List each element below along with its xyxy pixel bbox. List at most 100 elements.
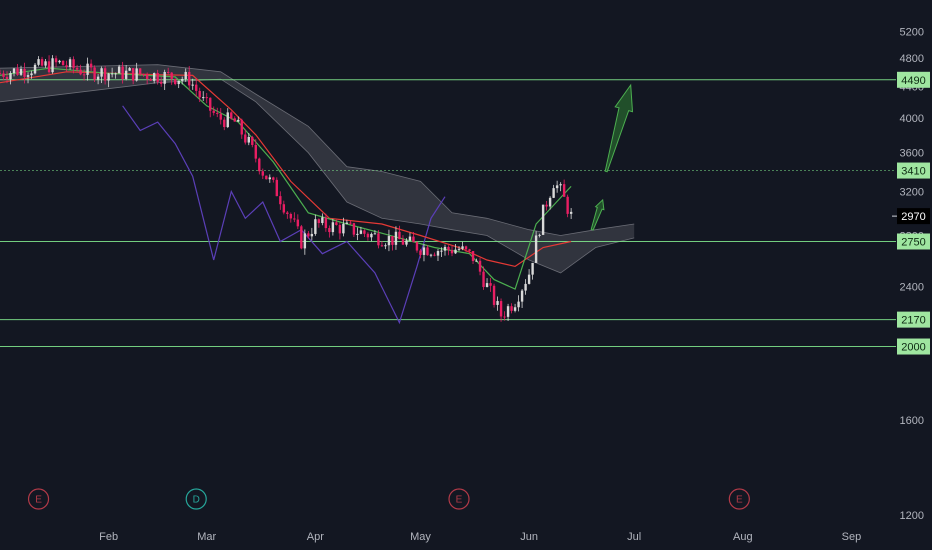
candle <box>331 218 335 236</box>
base-line <box>0 71 572 268</box>
candle <box>524 279 527 295</box>
candle <box>188 66 191 90</box>
candle <box>496 296 499 311</box>
candle <box>152 72 156 84</box>
candle <box>212 106 215 116</box>
earnings-marker[interactable]: E <box>27 488 50 510</box>
candle <box>261 168 264 180</box>
x-tick-label: Jul <box>627 531 641 543</box>
earnings-marker[interactable]: E <box>728 488 750 510</box>
last-price-tag[interactable]: 2970 <box>892 208 930 225</box>
x-tick-label: Sep <box>842 531 862 543</box>
y-tick-label: 4800 <box>900 53 924 65</box>
candle <box>363 229 366 238</box>
candle <box>93 65 96 83</box>
candle <box>408 232 412 242</box>
candle <box>138 68 142 76</box>
candle <box>324 213 328 232</box>
candle <box>527 269 531 285</box>
level-tag[interactable]: 2170 <box>897 311 930 328</box>
candle <box>163 69 166 91</box>
x-tick-label: Mar <box>197 531 216 543</box>
candle <box>478 257 482 276</box>
y-tick-label: 5200 <box>900 26 924 38</box>
candle <box>436 248 440 262</box>
candle <box>293 212 296 223</box>
candle <box>58 59 61 64</box>
candle <box>79 64 82 76</box>
candle <box>247 133 250 146</box>
candle <box>307 231 310 239</box>
candle <box>471 251 475 265</box>
candle <box>107 72 110 88</box>
candle <box>145 72 149 85</box>
candle <box>12 67 16 77</box>
candle <box>272 176 275 183</box>
candle <box>328 225 331 238</box>
level-tag-label: 4490 <box>901 75 925 87</box>
projection-arrow[interactable] <box>604 83 634 173</box>
level-tag[interactable]: 3410 <box>897 162 930 179</box>
cloud-lower-edge <box>0 78 635 274</box>
candle <box>405 238 408 247</box>
candle <box>16 64 19 76</box>
level-tag[interactable]: 2750 <box>897 233 930 250</box>
candle <box>177 80 180 89</box>
y-tick-label: 1200 <box>900 510 924 522</box>
candle <box>23 62 26 84</box>
candle <box>233 116 236 122</box>
candle <box>499 298 503 322</box>
y-tick-label: 2400 <box>900 281 924 293</box>
candle <box>489 277 492 292</box>
candle <box>279 191 282 210</box>
candle <box>534 231 538 263</box>
dividend-marker[interactable]: D <box>185 488 207 510</box>
candle <box>170 72 173 85</box>
candle <box>356 227 359 241</box>
candle <box>72 56 75 74</box>
candle <box>86 57 89 81</box>
candle <box>205 92 208 104</box>
candle <box>282 200 286 215</box>
candle <box>275 177 279 197</box>
candle <box>461 241 464 251</box>
time-axis[interactable]: Feb Mar Apr May Jun Jul Aug Sep <box>0 522 896 550</box>
level-tag[interactable]: 2000 <box>897 338 930 355</box>
candle <box>545 200 548 211</box>
candle <box>114 72 117 79</box>
price-candles <box>0 55 573 322</box>
axis-background <box>0 522 896 550</box>
level-tag-label: 3410 <box>901 166 925 178</box>
candle <box>173 78 177 86</box>
candle <box>443 244 447 256</box>
candle <box>513 303 517 313</box>
candle <box>142 73 145 77</box>
candle <box>216 107 219 118</box>
event-label: E <box>35 495 42 506</box>
candle <box>398 225 401 240</box>
candle <box>149 77 152 81</box>
candle <box>317 218 321 228</box>
event-label: E <box>456 495 463 506</box>
candle <box>335 219 338 226</box>
candle <box>191 78 194 90</box>
projection-arrow[interactable] <box>590 198 605 231</box>
price-axis[interactable]: 5200480044004000360032002800240020001600… <box>892 0 932 550</box>
candle <box>359 226 363 235</box>
candle <box>159 76 163 87</box>
candle <box>209 97 212 118</box>
candle <box>30 70 33 79</box>
candle <box>65 60 68 72</box>
candle <box>475 258 478 262</box>
candle <box>569 208 573 219</box>
level-tag[interactable]: 4490 <box>897 71 930 88</box>
candle <box>531 262 534 280</box>
y-tick-label: 3600 <box>900 148 924 160</box>
last-price-label: 2970 <box>901 211 925 223</box>
earnings-marker[interactable]: E <box>448 488 470 510</box>
candle <box>223 117 226 131</box>
candle <box>433 252 436 257</box>
candle <box>128 66 131 71</box>
